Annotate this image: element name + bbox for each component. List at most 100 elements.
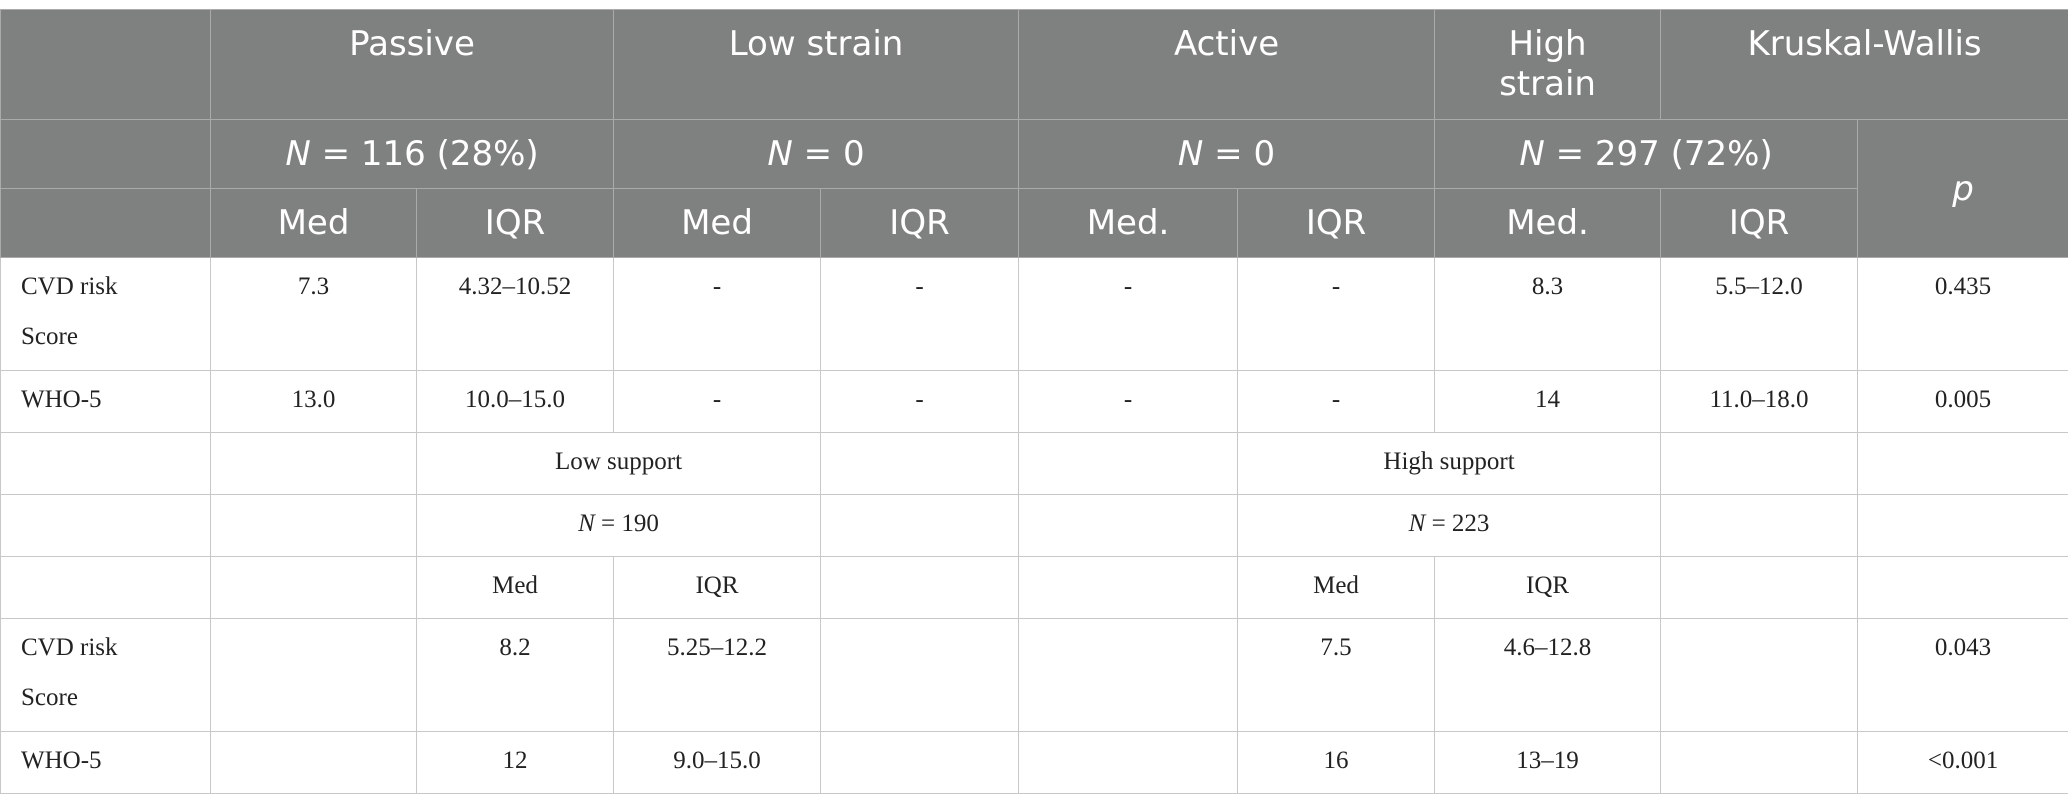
header-empty-cell (0, 188, 211, 258)
table-cell-p: <0.001 (1857, 731, 2068, 794)
table-cell-empty (1018, 432, 1239, 495)
n-value: = 116 (28%) (310, 134, 539, 174)
n-symbol: N (285, 134, 311, 174)
table-cell: 13–19 (1434, 731, 1662, 794)
row-label-line2: Score (21, 323, 78, 350)
table-cell: 12 (415, 731, 615, 794)
table-cell: 8.3 (1434, 257, 1662, 371)
table-cell-empty (1660, 556, 1859, 619)
header-row-stats: Med IQR Med IQR Med. IQR Med. IQR (0, 188, 2068, 258)
table-cell: 7.5 (1237, 618, 1436, 732)
table-cell-empty (1660, 494, 1859, 557)
support-col-high-iqr: IQR (1434, 556, 1662, 619)
results-table: Passive Low strain Active High strain Kr… (0, 9, 2068, 794)
table-row-cvd-support: CVD risk Score 8.2 5.25–12.2 7.5 4.6–12.… (0, 618, 2068, 732)
support-n-low: N = 190 (415, 494, 822, 557)
row-label: CVD risk Score (0, 257, 211, 371)
table-cell-empty (210, 618, 417, 732)
row-label-line1: CVD risk (21, 273, 118, 300)
table-cell-empty (820, 556, 1020, 619)
table-cell-empty (820, 618, 1020, 732)
table-row-support-n: N = 190 N = 223 (0, 494, 2068, 557)
table-cell: 5.5–12.0 (1660, 257, 1859, 371)
results-table-container: Passive Low strain Active High strain Kr… (0, 9, 2068, 794)
table-cell-empty (210, 731, 417, 794)
table-cell: 4.32–10.52 (415, 257, 615, 371)
table-cell: 16 (1237, 731, 1436, 794)
header-kruskal-wallis: Kruskal-Wallis (1660, 9, 2068, 120)
table-row-support-cols: Med IQR Med IQR (0, 556, 2068, 619)
support-col-low-iqr: IQR (613, 556, 822, 619)
header-active-med: Med. (1018, 188, 1239, 258)
table-cell-empty (820, 731, 1020, 794)
table-cell-empty (820, 432, 1020, 495)
header-passive: Passive (209, 9, 615, 120)
n-symbol: N (578, 510, 595, 537)
header-passive-iqr: IQR (415, 188, 615, 258)
header-low-strain-n: N = 0 (613, 119, 1020, 189)
table-row-support-heading: Low support High support (0, 432, 2068, 495)
header-passive-med: Med (210, 188, 417, 258)
table-cell-p: 0.435 (1857, 257, 2068, 371)
header-row-n: N = 116 (28%) N = 0 N = 0 N = 297 (72%) … (0, 119, 2068, 258)
table-cell: - (613, 370, 822, 433)
header-passive-n: N = 116 (28%) (209, 119, 615, 189)
table-cell-empty (1660, 731, 1859, 794)
support-col-high-med: Med (1237, 556, 1436, 619)
table-cell-empty (0, 556, 211, 619)
header-high-strain-n: N = 297 (72%) (1434, 119, 1859, 189)
table-cell: 11.0–18.0 (1660, 370, 1859, 433)
table-cell: 9.0–15.0 (613, 731, 822, 794)
table-cell-p: 0.005 (1857, 370, 2068, 433)
support-heading-low: Low support (415, 432, 822, 495)
header-empty-cell (0, 9, 211, 120)
header-high-strain-line2: strain (1499, 64, 1596, 104)
table-cell: - (1237, 370, 1436, 433)
table-body: CVD risk Score 7.3 4.32–10.52 - - - - 8.… (0, 257, 2068, 794)
n-symbol: N (1177, 134, 1204, 174)
row-label-line2: Score (21, 684, 78, 711)
table-cell-empty (1018, 731, 1239, 794)
table-cell-empty (1660, 618, 1859, 732)
header-high-strain-iqr: IQR (1660, 188, 1859, 258)
table-cell: 7.3 (210, 257, 417, 371)
table-cell: - (820, 257, 1020, 371)
header-active-iqr: IQR (1237, 188, 1436, 258)
header-low-strain: Low strain (613, 9, 1020, 120)
n-value: = 223 (1425, 510, 1490, 537)
row-label-line1: CVD risk (21, 634, 118, 661)
table-cell-empty (1660, 432, 1859, 495)
header-high-strain-med: Med. (1434, 188, 1662, 258)
table-row-cvd-strain: CVD risk Score 7.3 4.32–10.52 - - - - 8.… (0, 257, 2068, 371)
n-value: = 0 (1203, 134, 1276, 174)
row-label: WHO-5 (0, 370, 211, 433)
table-cell-empty (0, 494, 211, 557)
table-cell: - (1018, 257, 1239, 371)
support-heading-high: High support (1237, 432, 1662, 495)
table-cell-empty (210, 556, 417, 619)
table-cell-empty (820, 494, 1020, 557)
row-label: WHO-5 (0, 731, 211, 794)
n-symbol: N (1408, 510, 1426, 537)
header-low-strain-iqr: IQR (820, 188, 1020, 258)
table-cell: 13.0 (210, 370, 417, 433)
n-value: = 190 (594, 510, 659, 537)
table-cell-empty (1018, 618, 1239, 732)
table-cell: - (820, 370, 1020, 433)
table-cell: - (1237, 257, 1436, 371)
table-header: Passive Low strain Active High strain Kr… (0, 9, 2068, 258)
table-cell-p: 0.043 (1857, 618, 2068, 732)
n-value: = 297 (72%) (1544, 134, 1773, 174)
table-cell: 5.25–12.2 (613, 618, 822, 732)
header-active: Active (1018, 9, 1436, 120)
table-cell-empty (0, 432, 211, 495)
header-p-value: p (1857, 119, 2068, 258)
header-empty-cell (0, 119, 211, 189)
table-row-who-support: WHO-5 12 9.0–15.0 16 13–19 <0.001 (0, 731, 2068, 794)
support-col-low-med: Med (415, 556, 615, 619)
table-cell: 10.0–15.0 (415, 370, 615, 433)
n-symbol: N (767, 134, 793, 174)
header-active-n: N = 0 (1018, 119, 1436, 189)
table-cell-empty (1857, 432, 2068, 495)
table-cell-empty (1857, 556, 2068, 619)
